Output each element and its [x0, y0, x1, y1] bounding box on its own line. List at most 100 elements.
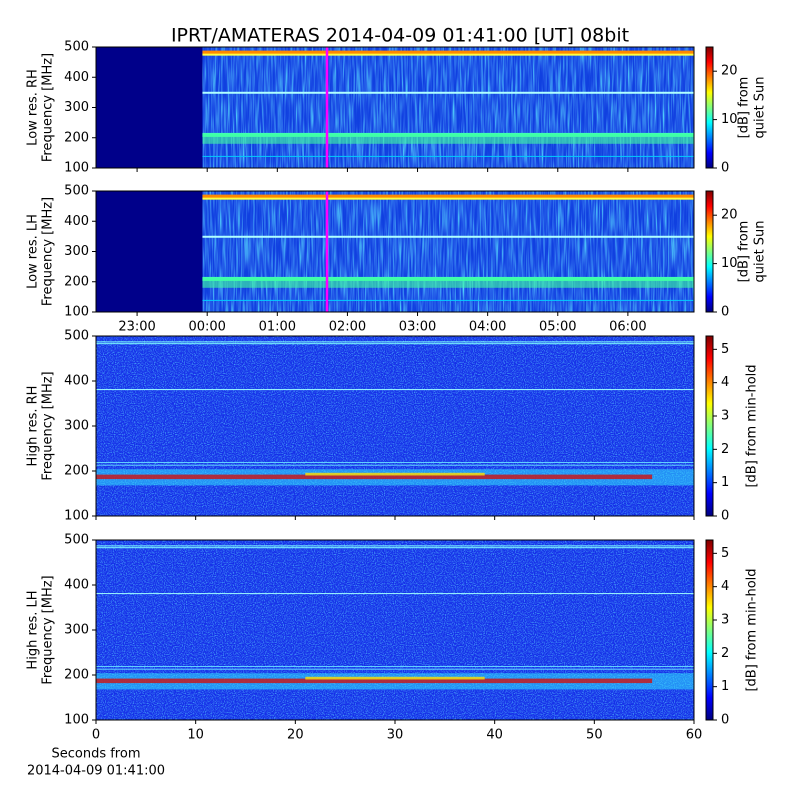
x-tick-label: 10 — [187, 728, 204, 743]
emission-line — [202, 91, 694, 94]
colorbar-tick-label: 4 — [721, 375, 729, 390]
emission-line — [96, 462, 694, 463]
y-tick-label: 500 — [64, 329, 89, 344]
colorbar-tick-label: 5 — [721, 342, 729, 357]
y-tick-label: 200 — [64, 274, 89, 289]
y-tick-label: 100 — [64, 713, 89, 728]
x-tick-label: 40 — [486, 728, 503, 743]
x-tick-label: 0 — [92, 728, 100, 743]
emission-line — [96, 593, 694, 595]
burst-band — [202, 134, 694, 144]
x-tick-label: 00:00 — [188, 320, 225, 335]
colorbar-tick-label: 4 — [721, 579, 729, 594]
burst-core — [96, 678, 653, 684]
y-tick-label: 500 — [64, 40, 89, 55]
y-tick-label: 300 — [64, 244, 89, 259]
colorbar-label: [dB] from — [737, 77, 752, 139]
colorbar-label: [dB] from — [737, 221, 752, 283]
colorbar-label: [dB] from min-hold — [745, 364, 760, 487]
burst-yellow — [305, 472, 485, 476]
colorbar — [705, 539, 714, 721]
emission-line — [96, 389, 694, 391]
y-axis-label: Frequency [MHz] — [41, 53, 56, 162]
y-tick-label: 300 — [64, 100, 89, 115]
emission-line — [202, 197, 694, 200]
colorbar-tick-label: 1 — [721, 475, 729, 490]
emission-line — [202, 299, 694, 301]
colorbar-tick-label: 0 — [721, 509, 729, 524]
x-tick-label: 05:00 — [539, 320, 576, 335]
emission-line — [202, 235, 694, 238]
y-axis-label: Low res. LH — [26, 214, 41, 289]
y-tick-label: 100 — [64, 305, 89, 320]
emission-line — [96, 666, 694, 667]
x-tick-label: 20 — [287, 728, 304, 743]
y-tick-label: 400 — [64, 214, 89, 229]
y-tick-label: 200 — [64, 668, 89, 683]
colorbar-label: [dB] from min-hold — [745, 568, 760, 691]
x-axis-label: 2014-04-09 01:41:00 — [27, 764, 165, 779]
burst-band — [202, 278, 694, 288]
emission-line — [202, 50, 694, 55]
emission-line — [96, 341, 694, 343]
y-tick-label: 400 — [64, 70, 89, 85]
y-axis-label: Frequency [MHz] — [41, 575, 56, 684]
colorbar-tick-label: 1 — [721, 679, 729, 694]
no-data-region — [96, 47, 203, 168]
colorbar-tick-label: 10 — [721, 112, 738, 127]
burst-core — [96, 474, 653, 480]
spectrogram-noise — [96, 336, 694, 516]
emission-line — [96, 545, 694, 547]
emission-line — [96, 547, 694, 549]
colorbar-tick-label: 20 — [721, 64, 738, 79]
x-tick-label: 06:00 — [609, 320, 646, 335]
y-axis-label: High res. RH — [26, 386, 41, 467]
y-axis-label: Frequency [MHz] — [41, 371, 56, 480]
x-tick-label: 03:00 — [399, 320, 436, 335]
y-axis-label: Low res. RH — [26, 69, 41, 146]
no-data-region — [96, 191, 203, 312]
spectrogram-noise — [96, 540, 694, 720]
y-tick-label: 500 — [64, 533, 89, 548]
colorbar — [705, 335, 714, 517]
colorbar-tick-label: 20 — [721, 208, 738, 223]
colorbar-label: quiet Sun — [753, 76, 768, 138]
colorbar-tick-label: 3 — [721, 409, 729, 424]
y-tick-label: 300 — [64, 623, 89, 638]
colorbar-tick-label: 2 — [721, 442, 729, 457]
y-tick-label: 200 — [64, 130, 89, 145]
x-tick-label: 30 — [387, 728, 404, 743]
y-tick-label: 100 — [64, 161, 89, 176]
x-tick-label: 04:00 — [469, 320, 506, 335]
x-tick-label: 60 — [686, 728, 703, 743]
y-tick-label: 400 — [64, 374, 89, 389]
emission-line — [202, 194, 694, 199]
y-tick-label: 200 — [64, 464, 89, 479]
colorbar-tick-label: 2 — [721, 646, 729, 661]
x-tick-label: 01:00 — [259, 320, 296, 335]
colorbar-tick-label: 3 — [721, 613, 729, 628]
spectrogram-image — [96, 540, 694, 720]
emission-line — [96, 668, 694, 670]
emission-line — [202, 53, 694, 56]
colorbar-tick-label: 5 — [721, 546, 729, 561]
emission-line — [96, 343, 694, 345]
y-axis-label: High res. LH — [26, 590, 41, 669]
x-tick-label: 02:00 — [329, 320, 366, 335]
burst-yellow — [305, 676, 485, 680]
colorbar-tick-label: 0 — [721, 161, 729, 176]
spectrogram-image — [96, 47, 694, 168]
x-axis-label: Seconds from — [51, 747, 140, 762]
x-tick-label: 23:00 — [118, 320, 155, 335]
x-tick-label: 50 — [586, 728, 603, 743]
spectrogram-image — [96, 336, 694, 516]
colorbar — [705, 190, 714, 313]
chart-title: IPRT/AMATERAS 2014-04-09 01:41:00 [UT] 0… — [171, 25, 629, 47]
colorbar — [705, 46, 714, 169]
spectrogram-image — [96, 191, 694, 312]
colorbar-tick-label: 0 — [721, 305, 729, 320]
y-axis-label: Frequency [MHz] — [41, 197, 56, 306]
colorbar-label: quiet Sun — [753, 220, 768, 282]
y-tick-label: 300 — [64, 419, 89, 434]
